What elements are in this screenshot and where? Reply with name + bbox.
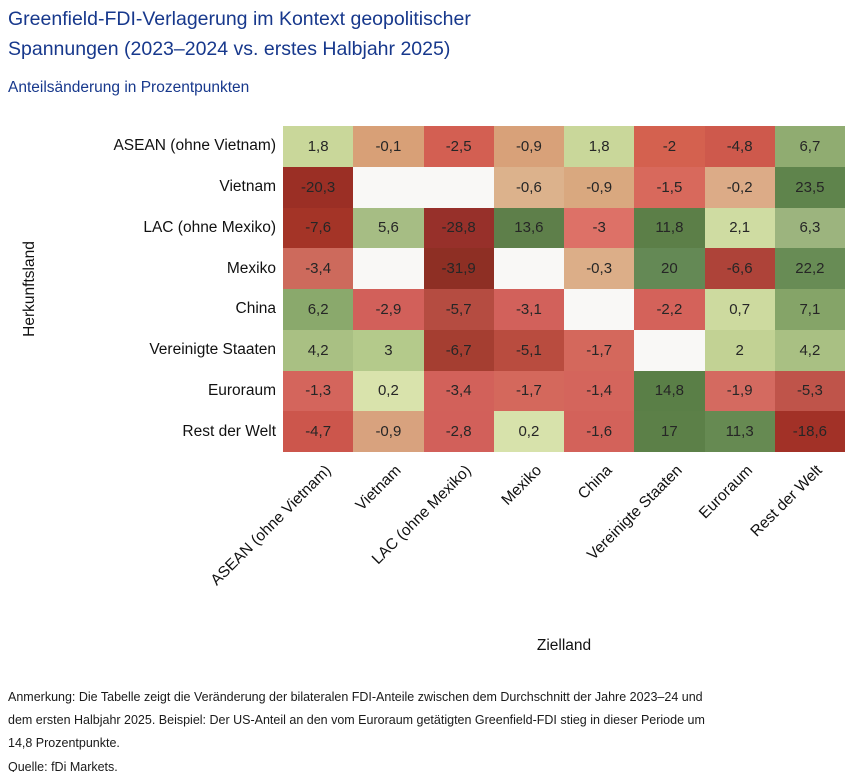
heatmap-cell: -1,3 [283, 370, 354, 412]
heatmap-cell: -0,1 [353, 126, 424, 167]
row-label: Mexiko [226, 259, 276, 277]
chart-subtitle: Anteilsänderung in Prozentpunkten [8, 79, 250, 96]
heatmap-cell: 4,2 [774, 329, 845, 371]
heatmap-cell: 14,8 [634, 370, 705, 412]
heatmap-grid: 1,8 -0,1 -2,5 -0,9 1,8 -2 -4,8 6,7 -20,3 -0,6 -0,9… [283, 126, 845, 452]
heatmap-cell: -5,3 [774, 370, 845, 412]
heatmap-cell: -1,9 [704, 370, 775, 412]
heatmap-cell: -1,7 [564, 329, 635, 371]
heatmap-cell: 5,6 [353, 207, 424, 249]
heatmap-cell [423, 166, 494, 208]
heatmap-cell: 11,3 [704, 411, 775, 452]
heatmap-cell: 6,3 [774, 207, 845, 249]
heatmap-cell: -31,9 [423, 248, 494, 289]
heatmap-cell: -1,6 [564, 411, 635, 452]
heatmap-cell: -20,3 [283, 166, 354, 208]
heatmap-cell: -0,9 [353, 411, 424, 452]
heatmap-cell: 0,2 [493, 411, 564, 452]
chart-title: Greenfield-FDI-Verlagerung im Kontext ge… [8, 4, 708, 64]
column-label: ASEAN (ohne Vietnam) [207, 462, 335, 589]
heatmap-cell: -18,6 [774, 411, 845, 452]
heatmap-cell: -0,9 [564, 166, 635, 208]
heatmap-cell: 1,8 [283, 126, 354, 167]
heatmap-cell: -1,7 [493, 370, 564, 412]
heatmap-cell: 2 [704, 329, 775, 371]
heatmap-cell: -5,1 [493, 329, 564, 371]
column-labels: ASEAN (ohne Vietnam) Vietnam LAC (ohne Mex… [207, 452, 845, 637]
heatmap-cell: 22,2 [774, 248, 845, 289]
heatmap-cell: -6,7 [423, 329, 494, 371]
heatmap-cell: -6,6 [704, 248, 775, 289]
row-label: Rest der Welt [182, 422, 276, 440]
heatmap-cell [564, 289, 635, 330]
heatmap-cell: -3 [564, 207, 635, 249]
heatmap-cell [634, 329, 705, 371]
row-labels: ASEAN (ohne Vietnam) Vietnam LAC (ohne Mex… [46, 126, 276, 452]
heatmap-cell: -0,2 [704, 166, 775, 208]
row-label: Euroraum [207, 381, 276, 399]
footnote: Anmerkung: Die Tabelle zeigt die Verände… [8, 686, 748, 772]
column-label: Vietnam [352, 462, 405, 515]
heatmap-cell: -7,6 [283, 207, 354, 249]
heatmap-cell [353, 166, 424, 208]
source-line: Quelle: fDi Markets. [8, 760, 118, 772]
chart-title-line2: Spannungen (2023–2024 vs. erstes Halbjah… [8, 38, 451, 60]
heatmap-cell: 13,6 [493, 207, 564, 249]
heatmap-cell: 4,2 [283, 329, 354, 371]
heatmap-cell: -28,8 [423, 207, 494, 249]
footnote-line: dem ersten Halbjahr 2025. Beispiel: Der … [8, 713, 705, 727]
chart-title-line1: Greenfield-FDI-Verlagerung im Kontext ge… [8, 8, 471, 30]
heatmap-cell: -0,6 [493, 166, 564, 208]
heatmap-cell: 0,7 [704, 289, 775, 330]
heatmap-cell: 2,1 [704, 207, 775, 249]
heatmap-cell: 3 [353, 329, 424, 371]
heatmap-cell: -4,7 [283, 411, 354, 452]
column-label: Rest der Welt [747, 462, 826, 541]
footnote-line: Anmerkung: Die Tabelle zeigt die Verände… [8, 690, 703, 704]
footnote-line: 14,8 Prozentpunkte. [8, 736, 120, 750]
heatmap-cell: 7,1 [774, 289, 845, 330]
heatmap-cell: 17 [634, 411, 705, 452]
heatmap-cell: -1,5 [634, 166, 705, 208]
column-label: Euroraum [695, 462, 756, 523]
heatmap-cell: 0,2 [353, 370, 424, 412]
row-label: Vietnam [219, 178, 276, 196]
heatmap-cell: -0,9 [493, 126, 564, 167]
heatmap-cell: -5,7 [423, 289, 494, 330]
heatmap-cell: -3,4 [283, 248, 354, 289]
row-label: China [235, 300, 277, 318]
row-label: LAC (ohne Mexiko) [143, 218, 276, 236]
heatmap-cell [493, 248, 564, 289]
column-label: China [574, 462, 616, 503]
heatmap-cell: -3,4 [423, 370, 494, 412]
x-axis-title: Zielland [536, 637, 592, 654]
row-label: Vereinigte Staaten [149, 341, 276, 359]
heatmap-cell: 6,2 [283, 289, 354, 330]
heatmap-cell: -1,4 [564, 370, 635, 412]
heatmap-cell: -0,3 [564, 248, 635, 289]
heatmap-cell: -2,2 [634, 289, 705, 330]
heatmap-cell: -2,9 [353, 289, 424, 330]
row-label: ASEAN (ohne Vietnam) [113, 137, 276, 155]
heatmap-cell: 11,8 [634, 207, 705, 249]
column-label: Mexiko [498, 462, 545, 509]
heatmap-cell: -2,8 [423, 411, 494, 452]
heatmap-cell: -3,1 [493, 289, 564, 330]
heatmap-cell: 1,8 [564, 126, 635, 167]
heatmap-cell: 6,7 [774, 126, 845, 167]
heatmap-cell: -2 [634, 126, 705, 167]
heatmap-cell [353, 248, 424, 289]
heatmap-cell: 20 [634, 248, 705, 289]
heatmap-cell: 23,5 [774, 166, 845, 208]
heatmap-cell: -4,8 [704, 126, 775, 167]
heatmap-cell: -2,5 [423, 126, 494, 167]
